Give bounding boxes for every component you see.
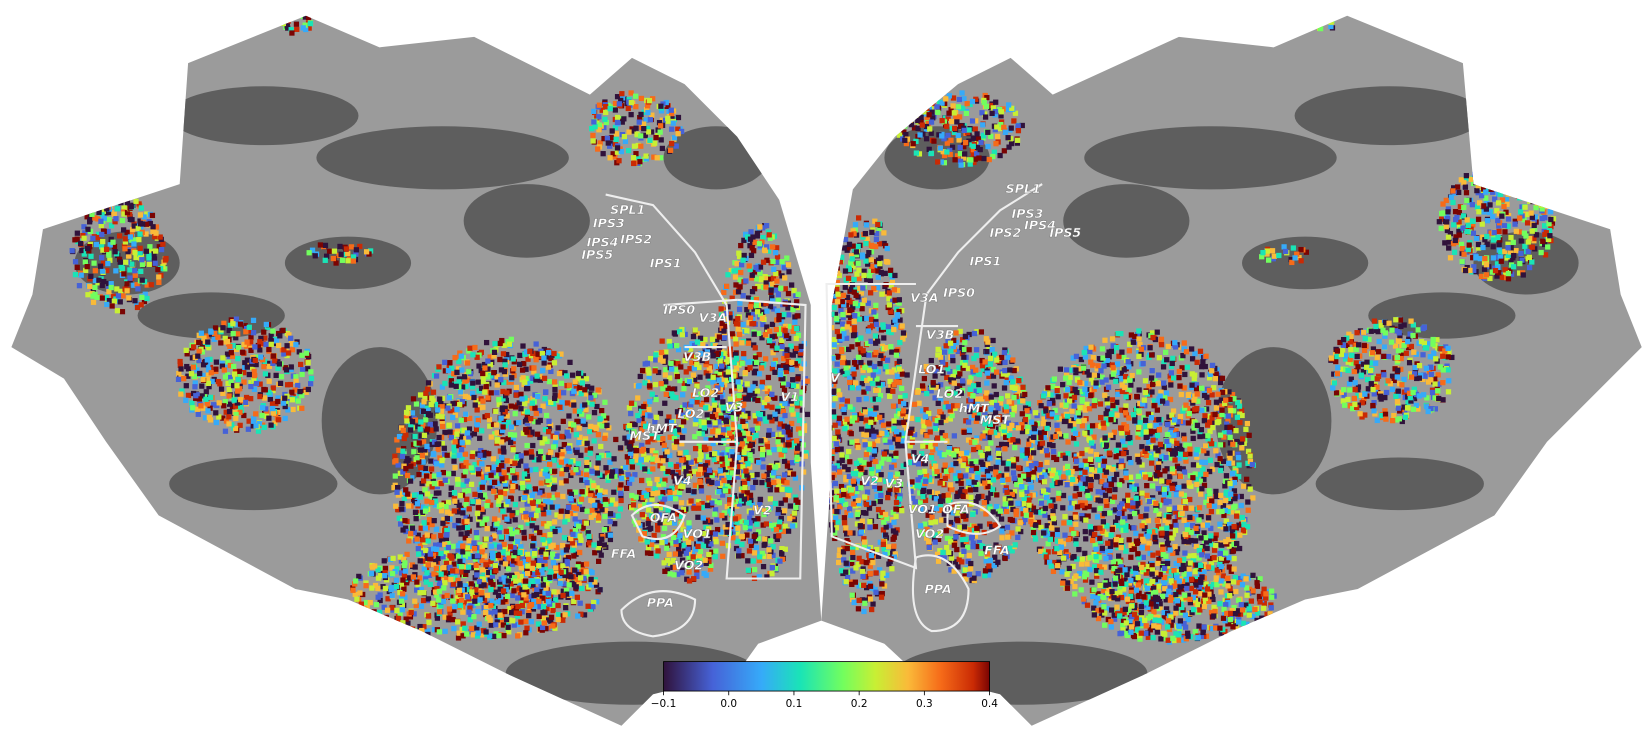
roi-label: MST bbox=[980, 412, 1012, 427]
colorbar bbox=[663, 661, 991, 692]
roi-label: MST bbox=[629, 428, 661, 443]
roi-label: V3A bbox=[910, 290, 938, 305]
roi-label: SPL1 bbox=[610, 202, 645, 217]
roi-label: V4 bbox=[673, 473, 692, 488]
left-hemisphere bbox=[11, 15, 822, 726]
roi-label: FFA bbox=[611, 546, 636, 561]
roi-label: VO2 bbox=[915, 526, 944, 541]
colorbar-tick-label: 0.1 bbox=[786, 698, 803, 710]
roi-label: VO2 bbox=[674, 557, 703, 572]
colorbar-tick-label: 0.0 bbox=[720, 698, 737, 710]
roi-outlines bbox=[605, 183, 1043, 638]
roi-label: IPS4 bbox=[1024, 218, 1056, 233]
roi-label: hMT bbox=[646, 421, 678, 436]
roi-label: OFA bbox=[650, 510, 677, 525]
roi-label: IPS2 bbox=[620, 231, 652, 246]
roi-label: IPS5 bbox=[581, 247, 613, 262]
roi-label: IPS5 bbox=[1049, 225, 1081, 240]
roi-label: V3A bbox=[699, 310, 727, 325]
roi-label: VO1 bbox=[908, 502, 937, 517]
roi-label: V3 bbox=[725, 400, 744, 415]
colorbar-tick-label: 0.4 bbox=[981, 698, 998, 710]
roi-label: IPS0 bbox=[663, 302, 695, 317]
roi-label: IPS3 bbox=[1012, 206, 1044, 221]
roi-label: IPS1 bbox=[650, 256, 682, 271]
colorbar-tick-label: 0.3 bbox=[916, 698, 933, 710]
roi-label: V3B bbox=[926, 327, 954, 342]
roi-label: hMT bbox=[959, 401, 991, 416]
roi-label: IPS2 bbox=[989, 225, 1021, 240]
roi-label: IPS1 bbox=[969, 253, 1001, 268]
roi-label: V1 bbox=[780, 389, 799, 404]
roi-label: OFA bbox=[942, 502, 969, 517]
roi-label: IPS4 bbox=[587, 234, 619, 249]
colorbar-tick-label: −0.1 bbox=[651, 698, 677, 710]
roi-label: IPS0 bbox=[943, 285, 975, 300]
roi-label: LO1 bbox=[918, 362, 945, 377]
roi-label: SPL1 bbox=[1006, 181, 1041, 196]
roi-label: PPA bbox=[924, 582, 951, 597]
roi-label: V3 bbox=[885, 475, 904, 490]
roi-label: LO2 bbox=[677, 406, 704, 421]
right-hemisphere bbox=[821, 15, 1642, 726]
roi-label: PPA bbox=[647, 595, 674, 610]
roi-label: VO1 bbox=[683, 526, 712, 541]
roi-label: LO2 bbox=[692, 385, 719, 400]
roi-label: IPS3 bbox=[593, 216, 625, 231]
roi-label: FFA bbox=[984, 543, 1009, 558]
roi-label: V bbox=[830, 370, 841, 385]
roi-label: V3B bbox=[683, 349, 711, 364]
roi-label: V2 bbox=[860, 473, 879, 488]
roi-label: V2 bbox=[753, 503, 772, 518]
colorbar-tick-label: 0.2 bbox=[851, 698, 868, 710]
roi-label: V4 bbox=[911, 451, 930, 466]
roi-label: LO2 bbox=[936, 386, 963, 401]
